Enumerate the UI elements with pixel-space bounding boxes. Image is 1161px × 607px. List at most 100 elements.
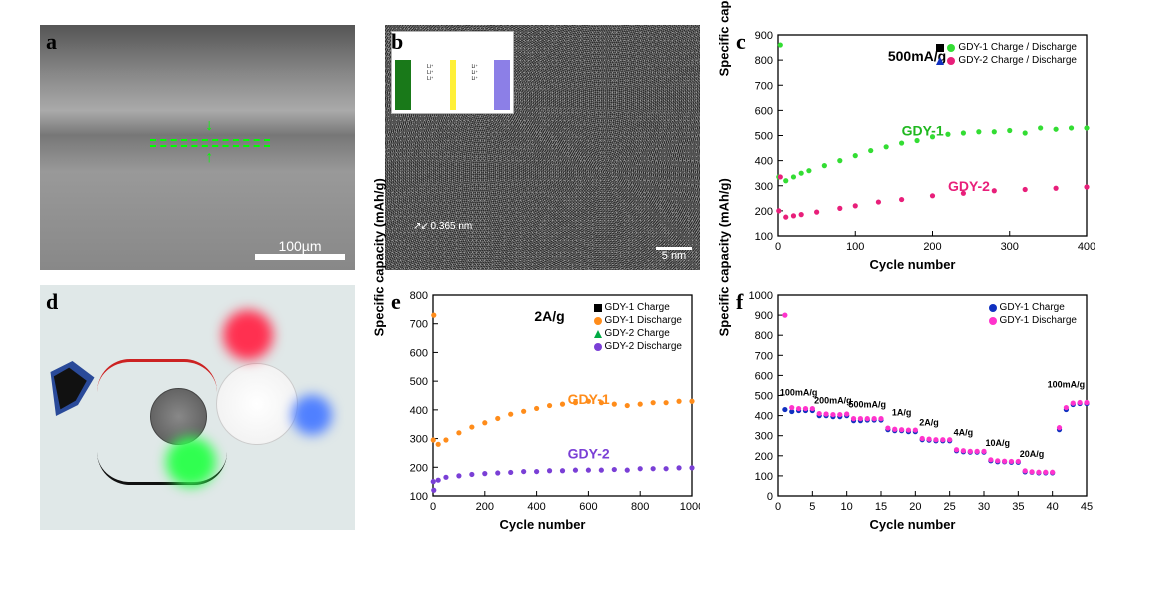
arrow-down-icon: ↓ <box>205 117 213 135</box>
svg-text:800: 800 <box>755 330 773 342</box>
alligator-clip-icon <box>45 359 100 429</box>
li-metal-electrode-icon <box>395 60 411 110</box>
svg-text:600: 600 <box>755 105 773 117</box>
panel-d-label: d <box>46 289 58 315</box>
x-axis-label: Cycle number <box>870 517 956 532</box>
svg-text:400: 400 <box>1078 241 1095 253</box>
tem-image: Li⁺Li⁺Li⁺ Li⁺Li⁺Li⁺ ↗↙ 0.365 nm 5 nm <box>385 25 700 270</box>
svg-text:600: 600 <box>755 370 773 382</box>
sem-image: ↓ ↑ 100µm <box>40 25 355 270</box>
svg-text:300: 300 <box>755 431 773 443</box>
svg-text:500mA/g: 500mA/g <box>849 400 887 410</box>
svg-text:15: 15 <box>875 501 887 513</box>
y-axis-label: Specific capacity (mAh/g) <box>717 0 732 76</box>
svg-text:700: 700 <box>755 350 773 362</box>
svg-text:GDY-2: GDY-2 <box>568 446 610 462</box>
battery-schematic-inset: Li⁺Li⁺Li⁺ Li⁺Li⁺Li⁺ <box>391 31 514 114</box>
x-axis-label: Cycle number <box>500 517 586 532</box>
svg-text:45: 45 <box>1081 501 1093 513</box>
led-demo-photo <box>40 285 355 530</box>
svg-text:400: 400 <box>527 501 545 513</box>
panel-e: e 02004006008001000100200300400500600700… <box>385 285 700 530</box>
legend: GDY-1 ChargeGDY-1 DischargeGDY-2 ChargeG… <box>594 301 682 353</box>
coin-cell-icon <box>150 388 207 445</box>
svg-text:900: 900 <box>755 30 773 42</box>
svg-text:800: 800 <box>410 290 428 302</box>
svg-text:400: 400 <box>410 405 428 417</box>
svg-text:2A/g: 2A/g <box>919 418 939 428</box>
svg-text:20A/g: 20A/g <box>1020 449 1045 459</box>
panel-d: d <box>40 285 355 530</box>
svg-text:200: 200 <box>410 462 428 474</box>
svg-text:2A/g: 2A/g <box>534 308 564 324</box>
thickness-annotation: ↓ ↑ <box>150 135 270 151</box>
svg-text:300: 300 <box>755 181 773 193</box>
chart-f: 0510152025303540450100200300400500600700… <box>730 285 1095 530</box>
y-axis-label: Specific capacity (mAh/g) <box>717 178 732 336</box>
svg-text:600: 600 <box>410 347 428 359</box>
svg-text:0: 0 <box>430 501 436 513</box>
wire-red-icon <box>97 359 217 392</box>
svg-text:25: 25 <box>944 501 956 513</box>
arrow-up-icon: ↑ <box>205 149 213 167</box>
svg-text:0: 0 <box>767 491 773 503</box>
svg-text:1000: 1000 <box>749 290 773 302</box>
legend: GDY-1 Charge / DischargeGDY-2 Charge / D… <box>936 41 1077 67</box>
d-spacing-label: ↗↙ 0.365 nm <box>413 221 472 232</box>
panel-f-label: f <box>736 289 743 315</box>
svg-text:100: 100 <box>755 231 773 243</box>
svg-text:200: 200 <box>755 206 773 218</box>
svg-text:400: 400 <box>755 411 773 423</box>
svg-text:200mA/g: 200mA/g <box>814 396 852 406</box>
svg-text:900: 900 <box>755 310 773 322</box>
figure-grid: a ↓ ↑ 100µm b Li⁺Li⁺Li⁺ <box>0 0 1161 555</box>
chart-c: 0100200300400100200300400500600700800900… <box>730 25 1095 270</box>
led-red-icon <box>223 310 273 360</box>
svg-text:30: 30 <box>978 501 990 513</box>
svg-text:600: 600 <box>579 501 597 513</box>
svg-text:40: 40 <box>1047 501 1059 513</box>
svg-text:500: 500 <box>755 391 773 403</box>
panel-f: f 05101520253035404501002003004005006007… <box>730 285 1095 530</box>
svg-text:100: 100 <box>755 471 773 483</box>
scale-bar-b: 5 nm <box>656 247 692 262</box>
svg-text:10A/g: 10A/g <box>985 438 1010 448</box>
svg-text:0: 0 <box>775 241 781 253</box>
chart-e: 0200400600800100010020030040050060070080… <box>385 285 700 530</box>
svg-text:800: 800 <box>755 55 773 67</box>
svg-text:GDY-1: GDY-1 <box>902 123 944 139</box>
svg-text:400: 400 <box>755 156 773 168</box>
svg-text:GDY-1: GDY-1 <box>568 391 610 407</box>
svg-text:100mA/g: 100mA/g <box>1048 379 1086 389</box>
svg-text:300: 300 <box>410 434 428 446</box>
svg-text:300: 300 <box>1001 241 1019 253</box>
svg-text:100: 100 <box>410 491 428 503</box>
svg-text:10: 10 <box>841 501 853 513</box>
led-green-icon <box>166 437 216 487</box>
panel-b: b Li⁺Li⁺Li⁺ Li⁺Li⁺Li⁺ ↗↙ 0.365 nm 5 n <box>385 25 700 270</box>
svg-text:200: 200 <box>476 501 494 513</box>
x-axis-label: Cycle number <box>870 257 956 272</box>
scale-bar-a: 100µm <box>255 238 345 260</box>
svg-text:500: 500 <box>755 131 773 143</box>
led-blue-icon <box>292 395 332 435</box>
svg-text:700: 700 <box>755 80 773 92</box>
svg-text:800: 800 <box>631 501 649 513</box>
svg-text:1000: 1000 <box>680 501 700 513</box>
svg-text:4A/g: 4A/g <box>954 428 974 438</box>
legend: GDY-1 ChargeGDY-1 Discharge <box>989 301 1077 327</box>
scale-text-a: 100µm <box>278 238 321 254</box>
led-board-icon <box>216 363 298 445</box>
svg-text:200: 200 <box>923 241 941 253</box>
y-axis-label: Specific capacity (mAh/g) <box>372 178 387 336</box>
svg-text:GDY-2: GDY-2 <box>948 178 990 194</box>
svg-text:100: 100 <box>846 241 864 253</box>
svg-text:1A/g: 1A/g <box>892 408 912 418</box>
panel-b-label: b <box>391 29 403 55</box>
svg-text:0: 0 <box>775 501 781 513</box>
svg-text:5: 5 <box>809 501 815 513</box>
svg-text:35: 35 <box>1012 501 1024 513</box>
svg-text:200: 200 <box>755 451 773 463</box>
panel-c: c 01002003004001002003004005006007008009… <box>730 25 1095 270</box>
svg-text:100mA/g: 100mA/g <box>780 388 818 398</box>
